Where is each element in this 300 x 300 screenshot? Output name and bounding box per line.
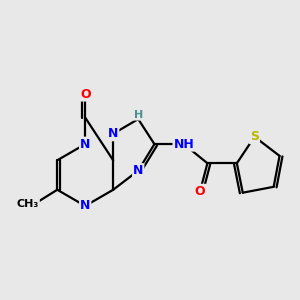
Text: O: O: [195, 185, 206, 198]
Text: N: N: [108, 127, 119, 140]
Text: N: N: [80, 138, 90, 151]
Text: N: N: [80, 200, 90, 212]
Text: O: O: [80, 88, 91, 100]
Text: S: S: [250, 130, 259, 143]
Text: NH: NH: [173, 138, 194, 151]
Text: CH₃: CH₃: [17, 200, 39, 209]
Text: H: H: [134, 110, 143, 120]
Text: N: N: [133, 164, 143, 177]
